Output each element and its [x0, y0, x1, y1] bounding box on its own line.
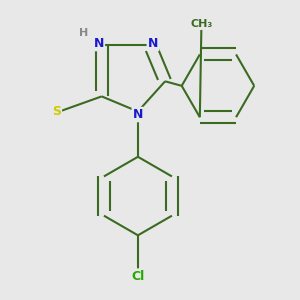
Text: S: S — [52, 105, 61, 118]
Text: Cl: Cl — [131, 270, 145, 283]
Text: N: N — [94, 37, 104, 50]
Text: H: H — [79, 28, 88, 38]
Text: CH₃: CH₃ — [190, 19, 212, 29]
Text: N: N — [133, 108, 143, 121]
Text: N: N — [148, 37, 158, 50]
